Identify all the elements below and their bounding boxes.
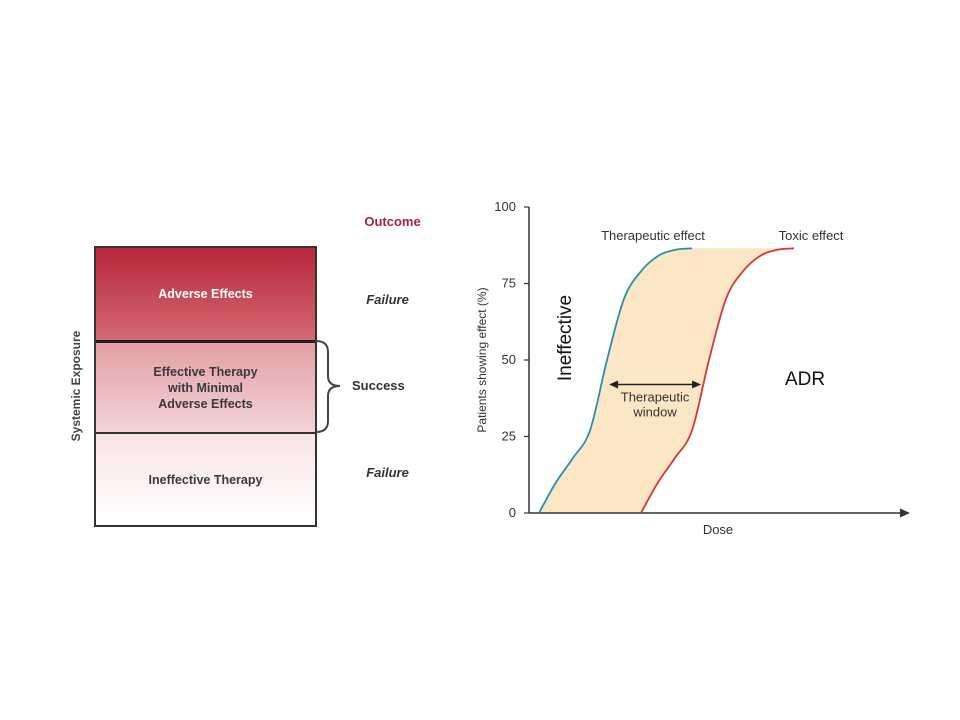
y-tick-label: 50 [502,352,516,367]
exposure-stack: Adverse Effects Effective Therapy with M… [94,246,317,527]
y-tick-label: 100 [494,199,516,214]
ineffective-therapy-label: Ineffective Therapy [148,472,263,487]
adr-overlay-label: ADR [785,369,826,390]
outcome-header: Outcome [364,214,421,229]
ineffective-therapy-zone: Ineffective Therapy [96,434,315,525]
y-tick-label: 25 [502,429,516,444]
series-line-therapeutic [538,247,693,514]
effective-therapy-label: Effective Therapy with Minimal Adverse E… [153,364,257,412]
series-label-therapeutic: Therapeutic effect [601,228,705,243]
y-axis-title: Patients showing effect (%) [475,287,489,432]
x-axis-arrowhead [900,508,910,518]
therapeutic-window-label-line: Therapeutic [621,389,690,404]
effective-therapy-zone: Effective Therapy with Minimal Adverse E… [96,340,315,434]
adverse-effects-zone: Adverse Effects [96,248,315,340]
x-axis-title: Dose [703,522,733,537]
series-label-toxic: Toxic effect [779,228,844,243]
ineffective-overlay-label: Ineffective [555,294,576,382]
y-tick-label: 0 [509,505,516,520]
effective-therapy-line-3: Adverse Effects [158,396,253,411]
effective-therapy-line-1: Effective Therapy [153,364,258,379]
therapeutic-window-arrowhead-left [609,380,619,389]
series-line-toxic [640,247,795,514]
therapeutic-region [539,248,794,513]
outcome-failure-top: Failure [366,292,409,307]
effective-therapy-line-2: with Minimal [168,380,243,395]
therapeutic-window-label-line: window [632,404,677,419]
therapeutic-window-arrowhead-right [692,380,702,389]
success-brace-path [315,340,341,433]
adverse-effects-label: Adverse Effects [158,287,253,301]
outcome-success: Success [352,378,405,393]
outcome-failure-bottom: Failure [366,465,409,480]
y-tick-label: 75 [502,276,516,291]
